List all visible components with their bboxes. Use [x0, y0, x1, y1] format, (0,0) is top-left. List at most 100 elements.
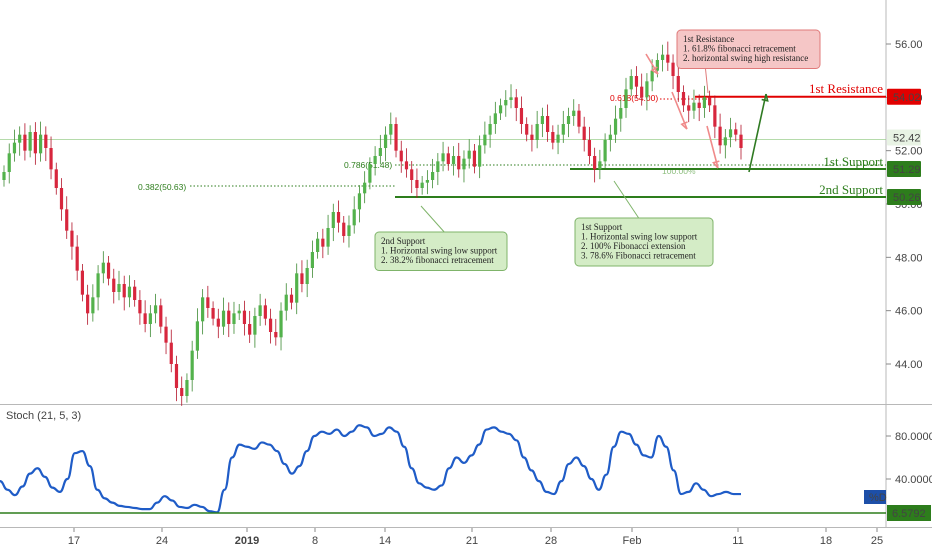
support1-note-line: 3. 78.6% Fibonacci retracement	[581, 251, 696, 261]
last-price-badge[interactable]: 52.42	[887, 129, 921, 146]
stoch-value-badge[interactable]: 6.5792	[887, 505, 931, 521]
candle	[723, 129, 727, 159]
candle	[373, 146, 377, 176]
support2-note-line: 2. 38.2% fibonacci retracement	[381, 255, 494, 265]
time-tick-label: 25	[871, 535, 883, 547]
candle-body	[169, 342, 173, 364]
candle	[101, 251, 105, 284]
candle-body	[702, 97, 707, 108]
stoch-d-badge[interactable]: %D	[864, 490, 887, 504]
support2-label: 2nd Support	[819, 182, 883, 197]
candle-body	[101, 262, 105, 274]
candle	[441, 141, 445, 172]
candle-body	[216, 318, 220, 327]
candle-body	[232, 313, 236, 324]
candle	[70, 222, 74, 260]
candle	[446, 146, 450, 171]
candle-body	[561, 124, 565, 135]
candle-body	[462, 158, 466, 170]
candle-body	[399, 150, 403, 162]
stoch-d-badge-text: %D	[869, 492, 887, 504]
candle	[378, 134, 382, 165]
candle-body	[185, 380, 189, 396]
candle-body	[289, 294, 294, 303]
candle	[368, 157, 372, 190]
resistance-badge[interactable]: 54.02	[887, 88, 921, 105]
candle-body	[530, 134, 534, 140]
up-arrow	[748, 93, 769, 173]
candle-body	[352, 209, 356, 226]
candle-body	[436, 161, 440, 172]
fib-618-label: 0.618(54.00)	[610, 93, 658, 103]
candle-body	[676, 76, 680, 92]
candle	[504, 90, 508, 117]
candle	[112, 268, 116, 304]
candle	[415, 168, 419, 198]
down-arrow-2-shaft	[706, 125, 719, 169]
time-axis[interactable]: 17 24 2019 8 14 21 28 Feb 11 18 25	[68, 528, 883, 547]
support1-note-box	[574, 217, 714, 267]
candle	[284, 283, 288, 321]
candle	[326, 214, 330, 255]
candle	[216, 308, 220, 339]
candle-body	[221, 310, 226, 327]
candle	[91, 284, 95, 322]
candle	[681, 85, 686, 112]
candle-body	[242, 310, 247, 324]
candle-body	[274, 332, 278, 338]
price-axis[interactable]: 56.0054.0052.0050.0048.0046.0044.0080.00…	[886, 39, 932, 486]
support2-badge-text: 50.26	[893, 192, 921, 204]
candle-body	[357, 193, 362, 210]
candle-body	[159, 305, 163, 327]
down-arrow-2	[706, 125, 720, 169]
support1-badge-text: 51.29	[893, 164, 921, 176]
candle	[687, 95, 691, 123]
candle-body	[148, 313, 152, 324]
stoch-pane[interactable]	[0, 405, 886, 525]
candle-body	[708, 97, 712, 106]
candle	[498, 98, 503, 120]
candle	[718, 113, 722, 154]
candle-body	[227, 310, 231, 324]
support2-note-line: 2nd Support	[381, 236, 426, 246]
candle-body	[195, 321, 199, 351]
candle-body	[723, 137, 727, 146]
candle	[211, 301, 215, 326]
price-tick-label: 48.00	[895, 252, 923, 264]
candle-body	[316, 238, 320, 252]
candle	[608, 124, 612, 152]
candle-body	[650, 70, 654, 82]
time-tick-label: 14	[379, 535, 391, 547]
candle	[728, 117, 733, 148]
support1-badge[interactable]: 51.29	[887, 161, 921, 177]
fib-786-label: 0.786(51.48)	[344, 160, 392, 170]
candle	[310, 240, 314, 278]
candle	[305, 259, 309, 298]
candle-body	[404, 161, 409, 170]
candle	[54, 162, 58, 195]
candle-body	[122, 284, 126, 298]
candle-body	[59, 188, 64, 210]
candle-body	[582, 126, 586, 140]
candle-body	[300, 273, 304, 284]
candles	[2, 41, 743, 406]
candle	[702, 85, 707, 118]
support2-badge[interactable]: 50.26	[887, 189, 921, 205]
candle-body	[106, 262, 111, 279]
candle	[49, 136, 53, 180]
support2-note-leader	[420, 205, 447, 235]
candle	[227, 302, 231, 338]
candle-body	[525, 124, 529, 135]
candle	[363, 171, 367, 204]
candle	[457, 142, 461, 178]
candle-body	[373, 156, 377, 164]
candle-body	[2, 172, 6, 180]
candle	[18, 126, 22, 156]
candle	[28, 125, 32, 158]
up-arrow-head	[761, 93, 769, 102]
support1-badge-bg	[887, 161, 921, 177]
candle	[117, 270, 121, 301]
